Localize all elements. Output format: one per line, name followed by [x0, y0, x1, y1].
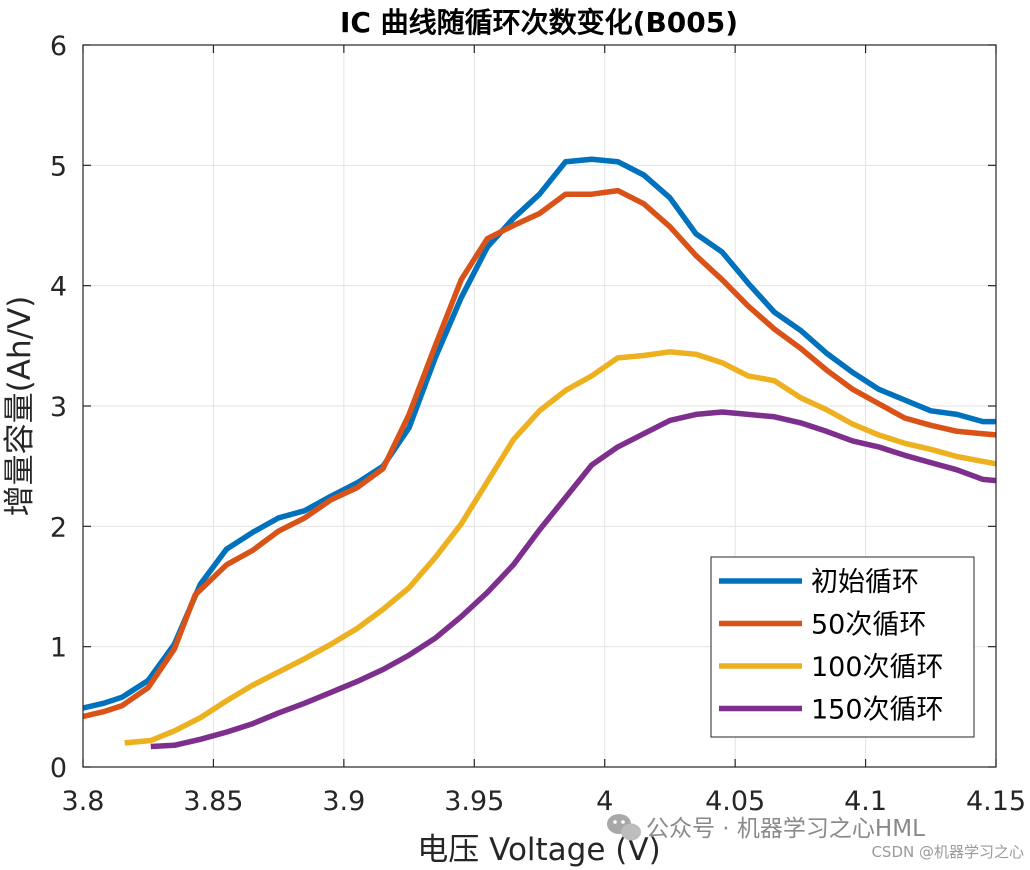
legend-label: 100次循环 — [811, 652, 944, 683]
series-line-1 — [82, 156, 996, 711]
x-tick-label: 4.1 — [844, 786, 887, 817]
series-layer — [82, 156, 997, 750]
x-tick-label: 4 — [596, 786, 613, 817]
series-line-3 — [124, 349, 997, 746]
wechat-icon — [607, 814, 641, 841]
legend: 初始循环 50次循环 100次循环 150次循环 — [710, 556, 975, 738]
x-tick-label: 3.95 — [444, 786, 504, 817]
watermark: 公众号 · 机器学习之心HML CSDN @机器学习之心 — [607, 814, 1024, 861]
legend-label: 50次循环 — [811, 610, 926, 641]
x-tick-label: 4.05 — [705, 786, 765, 817]
watermark-main-text: 公众号 · 机器学习之心HML — [646, 816, 925, 842]
series-line-2 — [82, 187, 997, 720]
x-tick-label: 4.15 — [966, 786, 1026, 817]
y-tick-label: 1 — [50, 633, 67, 664]
x-tick-label: 3.85 — [183, 786, 243, 817]
y-axis-label: 增量容量(Ah/V) — [2, 296, 38, 517]
watermark-sub-text: CSDN @机器学习之心 — [871, 843, 1024, 861]
x-tick-label: 3.9 — [322, 786, 365, 817]
axis-ticks — [82, 44, 997, 768]
chart-title: IC 曲线随循环次数变化(B005) — [340, 6, 738, 39]
y-tick-label: 3 — [50, 392, 67, 423]
y-tick-label: 0 — [50, 753, 67, 784]
axis-tick-labels: 3.8 3.85 3.9 3.95 4 4.05 4.1 4.15 0 1 2 3 4 5 6 — [50, 31, 1026, 817]
y-tick-label: 6 — [50, 31, 67, 62]
x-axis-label: 电压 Voltage (V) — [417, 832, 660, 868]
y-tick-label: 2 — [50, 512, 67, 543]
legend-label: 初始循环 — [811, 567, 919, 598]
y-tick-label: 5 — [50, 151, 67, 182]
x-tick-label: 3.8 — [62, 786, 105, 817]
legend-label: 150次循环 — [811, 695, 944, 726]
series-line-4 — [150, 409, 997, 750]
y-tick-label: 4 — [50, 272, 67, 303]
